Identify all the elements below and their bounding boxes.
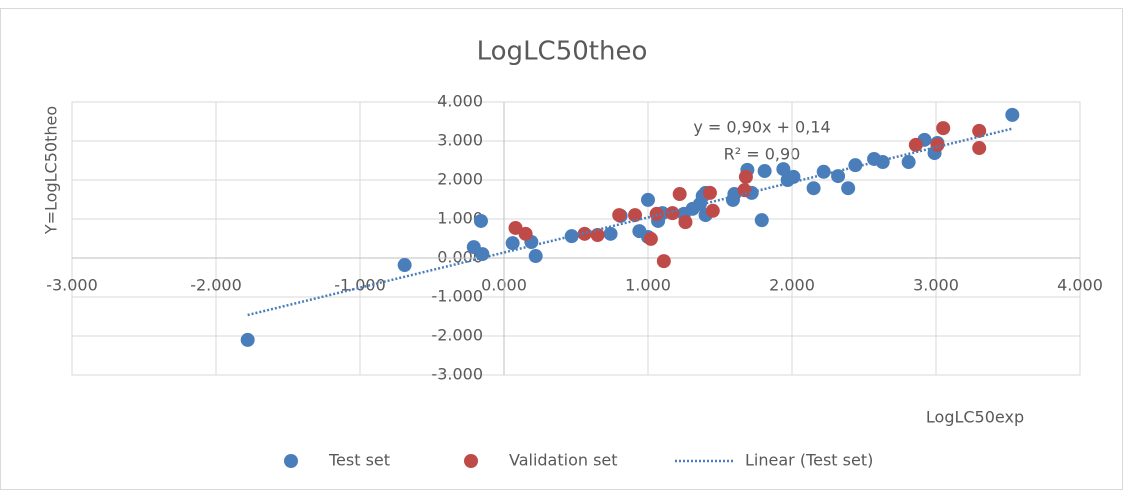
y-tick-label: 3.000 (437, 131, 483, 150)
trendline (247, 127, 1013, 317)
point (577, 226, 592, 241)
point (240, 332, 255, 347)
legend-label: Linear (Test set) (745, 451, 873, 470)
y-axis-title: Y=LogLC50theo (42, 106, 61, 235)
x-axis-title: LogLC50exp (926, 408, 1024, 427)
point (641, 192, 655, 207)
point (806, 181, 821, 196)
point (702, 185, 717, 200)
point (678, 215, 693, 230)
point (757, 164, 772, 179)
y-tick-label: -1.000 (431, 287, 483, 306)
legend-marker (464, 454, 478, 468)
point (754, 213, 769, 228)
point (397, 258, 412, 273)
point (505, 236, 520, 251)
x-tick-label: 3.000 (913, 276, 959, 295)
y-tick-label: 4.000 (437, 92, 483, 111)
point (972, 123, 987, 138)
point (908, 137, 923, 152)
point (1005, 107, 1020, 122)
point (603, 226, 618, 241)
point (930, 137, 945, 152)
point (672, 187, 687, 202)
point (528, 249, 543, 264)
point (643, 231, 658, 246)
x-tick-label: -3.000 (46, 276, 98, 295)
legend-marker (284, 454, 298, 468)
point (831, 169, 846, 184)
point (518, 226, 533, 241)
point (737, 183, 752, 198)
point (901, 155, 916, 170)
point (649, 206, 664, 221)
trendline-r2: R² = 0,90 (724, 145, 801, 164)
chart-title: LogLC50theo (477, 37, 648, 67)
point (816, 164, 831, 179)
y-tick-label: 1.000 (437, 209, 483, 228)
point (936, 121, 951, 136)
y-tick-label: -3.000 (431, 365, 483, 384)
x-tick-label: 2.000 (769, 276, 815, 295)
point (628, 208, 643, 223)
trendline-equation: y = 0,90x + 0,14 (693, 118, 830, 137)
point (776, 162, 791, 177)
x-tick-label: -2.000 (190, 276, 242, 295)
point (848, 158, 863, 173)
point (705, 203, 720, 218)
x-tick-label: -1.000 (334, 276, 386, 295)
point (841, 181, 856, 196)
point (972, 141, 987, 156)
y-tick-label: -2.000 (431, 326, 483, 345)
y-tick-label: 2.000 (437, 170, 483, 189)
legend-label: Test set (328, 451, 390, 470)
point (612, 208, 627, 223)
x-tick-label: 4.000 (1057, 276, 1103, 295)
point (473, 213, 488, 228)
legend-label: Validation set (509, 451, 618, 470)
x-tick-label: 1.000 (625, 276, 671, 295)
point (656, 254, 671, 269)
point (738, 169, 753, 184)
